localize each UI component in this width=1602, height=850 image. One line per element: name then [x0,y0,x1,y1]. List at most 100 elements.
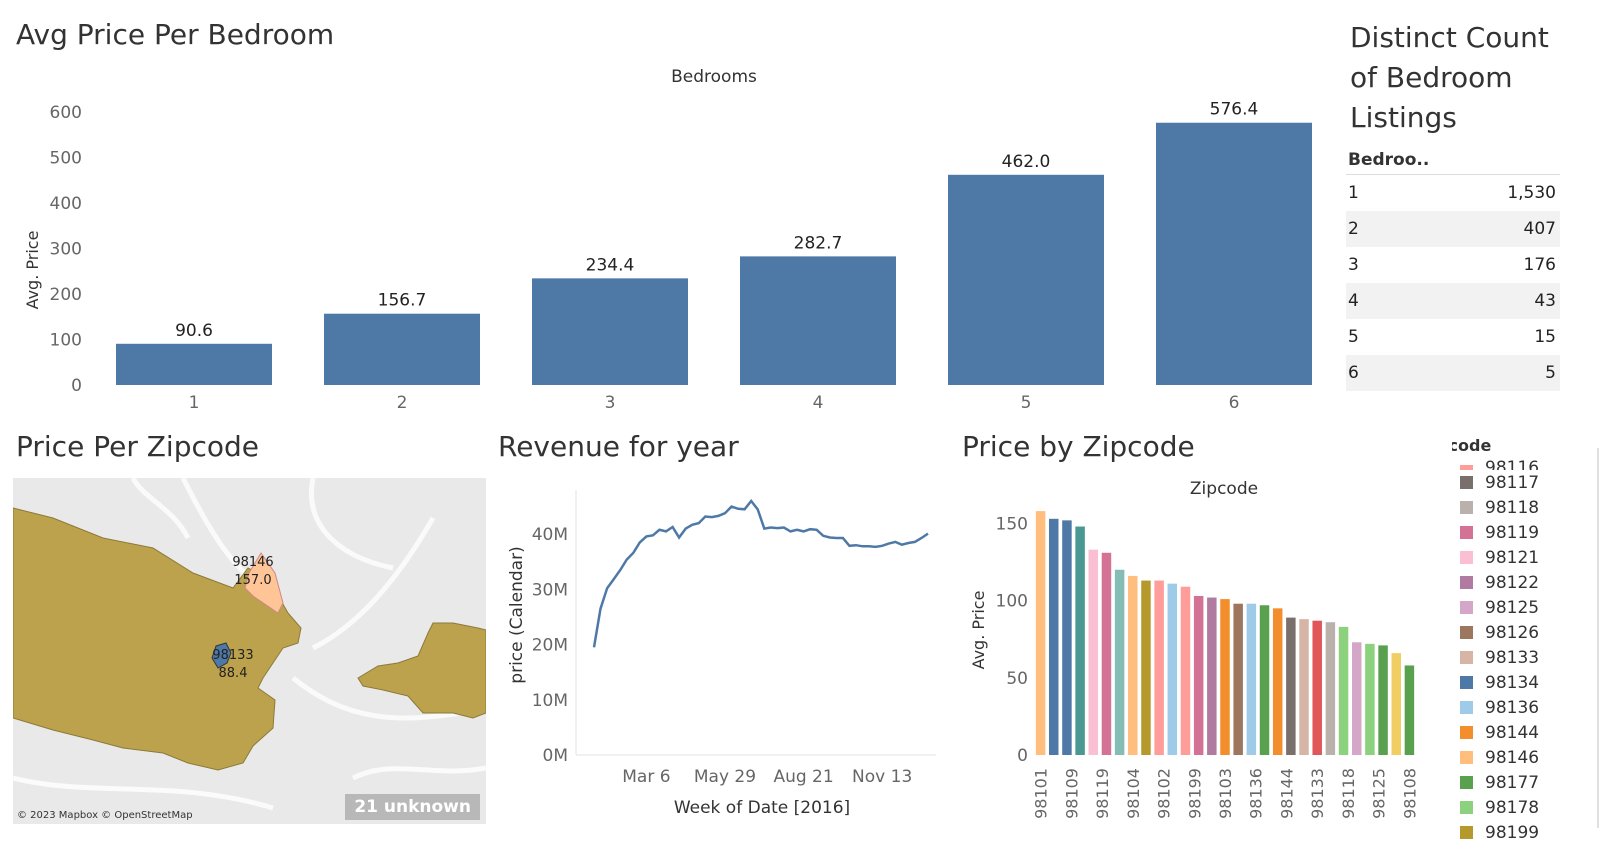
zip-bar[interactable] [1193,595,1204,755]
map-label-98133-value: 88.4 [219,666,248,681]
bar-label: 234.4 [586,255,635,275]
y-tick-label: 600 [50,103,82,123]
y-tick-label: 40M [532,525,568,545]
legend-item[interactable]: 98118 [1452,495,1592,520]
legend-item[interactable]: 98121 [1452,545,1592,570]
legend-scrollbar[interactable] [1597,448,1599,828]
bar-bedroom-1[interactable] [116,343,272,385]
distinct-count-table: Bedroo.. 1 1,530 2 407 3 176 4 43 5 15 6 5 [1346,146,1560,391]
zip-bar[interactable] [1154,580,1164,755]
zip-bar[interactable] [1299,619,1309,755]
zip-bar[interactable] [1049,518,1059,755]
zip-bar[interactable] [1286,617,1296,755]
legend-item[interactable]: 98122 [1452,570,1592,595]
zip-bar[interactable] [1246,603,1257,755]
map-region-98133[interactable] [211,642,232,669]
zip-bar[interactable] [1259,605,1270,755]
zip-bar[interactable] [1404,665,1415,755]
legend-label: 98177 [1485,772,1540,793]
zip-bar[interactable] [1351,642,1362,755]
x-tick-label: 98109 [1062,768,1081,819]
y-axis-label: Avg. Price [969,591,988,670]
legend-label: 98144 [1485,722,1540,743]
map-region-main[interactable] [13,507,302,771]
x-axis-label: Week of Date [2016] [674,798,850,818]
bar-bedroom-4[interactable] [740,256,896,385]
zipcode-map[interactable]: 98146 157.0 98133 88.4 © 2023 Mapbox © O… [13,478,486,824]
legend-item[interactable]: 98125 [1452,595,1592,620]
legend-item[interactable]: 98119 [1452,520,1592,545]
legend-label: 98125 [1485,597,1540,618]
legend-label: 98121 [1485,547,1540,568]
zip-bar[interactable] [1180,586,1191,755]
bar-bedroom-2[interactable] [324,313,480,385]
bar-bedroom-6[interactable] [1156,122,1312,385]
legend-item[interactable]: 98133 [1452,645,1592,670]
legend-item[interactable]: 98126 [1452,620,1592,645]
legend-item[interactable]: 98144 [1452,720,1592,745]
distinct-count-title-line-1: Distinct Count [1350,21,1549,54]
y-tick-label: 10M [532,691,568,711]
legend-label: 98136 [1485,697,1540,718]
legend-item-partial[interactable]: 98116 [1452,458,1592,470]
zip-bar[interactable] [1233,603,1243,755]
zip-bar[interactable] [1128,575,1138,755]
table-row[interactable]: 3 176 [1346,247,1560,283]
zip-bar[interactable] [1325,622,1336,755]
map-region-east[interactable] [357,622,486,719]
table-row[interactable]: 1 1,530 [1346,175,1560,211]
row-bedrooms: 5 [1348,327,1359,347]
zip-bar[interactable] [1338,626,1349,755]
x-tick-label: Nov 13 [852,767,912,787]
legend-swatch [1460,601,1473,614]
zip-bar[interactable] [1062,520,1072,755]
bar-label: 90.6 [175,321,213,341]
zip-bar[interactable] [1391,653,1401,755]
map-roads [13,478,486,811]
map-region-98146[interactable] [244,552,284,614]
zip-bar[interactable] [1075,526,1085,755]
legend-item[interactable]: 98117 [1452,470,1592,495]
zip-bar[interactable] [1101,552,1112,755]
legend-item[interactable]: 98136 [1452,695,1592,720]
legend-item[interactable]: 98177 [1452,770,1592,795]
row-bedrooms: 3 [1348,255,1359,275]
bar-bedroom-5[interactable] [948,174,1104,385]
table-row[interactable]: 4 43 [1346,283,1560,319]
y-tick-label: 150 [996,514,1028,534]
revenue-line[interactable] [592,498,929,648]
unknown-indicator[interactable]: 21 unknown [345,794,480,820]
zip-bar[interactable] [1088,549,1099,755]
x-tick-label: 98119 [1093,768,1112,819]
legend-item[interactable]: 98134 [1452,670,1592,695]
x-tick-label: 6 [1229,393,1240,413]
bar-bedroom-3[interactable] [532,278,688,385]
legend-item[interactable]: 98178 [1452,795,1592,820]
zip-bar[interactable] [1378,645,1388,755]
row-bedrooms: 1 [1348,183,1359,203]
zip-bar[interactable] [1207,597,1217,755]
legend-item[interactable]: 98146 [1452,745,1592,770]
legend-label: 98178 [1485,797,1540,818]
x-tick-label: 2 [397,393,408,413]
map-attribution[interactable]: © 2023 Mapbox © OpenStreetMap [17,810,193,821]
zip-bar[interactable] [1365,643,1375,755]
zip-bar[interactable] [1220,599,1230,755]
zip-bar[interactable] [1141,580,1151,755]
avg-price-bedroom-title: Avg Price Per Bedroom [16,18,335,51]
zip-bar[interactable] [1035,511,1046,755]
zip-bar[interactable] [1312,620,1322,755]
legend-label: 98199 [1485,822,1540,843]
y-tick-label: 20M [532,636,568,656]
legend-swatch [1460,576,1473,589]
table-row[interactable]: 5 15 [1346,319,1560,355]
zip-bar[interactable] [1167,583,1178,755]
table-header[interactable]: Bedroo.. [1346,146,1560,175]
distinct-count-title-line-2: of Bedroom [1350,61,1513,94]
zip-bar[interactable] [1272,608,1283,755]
legend-item[interactable]: 98199 [1452,820,1592,845]
table-row[interactable]: 2 407 [1346,211,1560,247]
legend-label: 98134 [1485,672,1540,693]
zip-bar[interactable] [1114,569,1125,755]
